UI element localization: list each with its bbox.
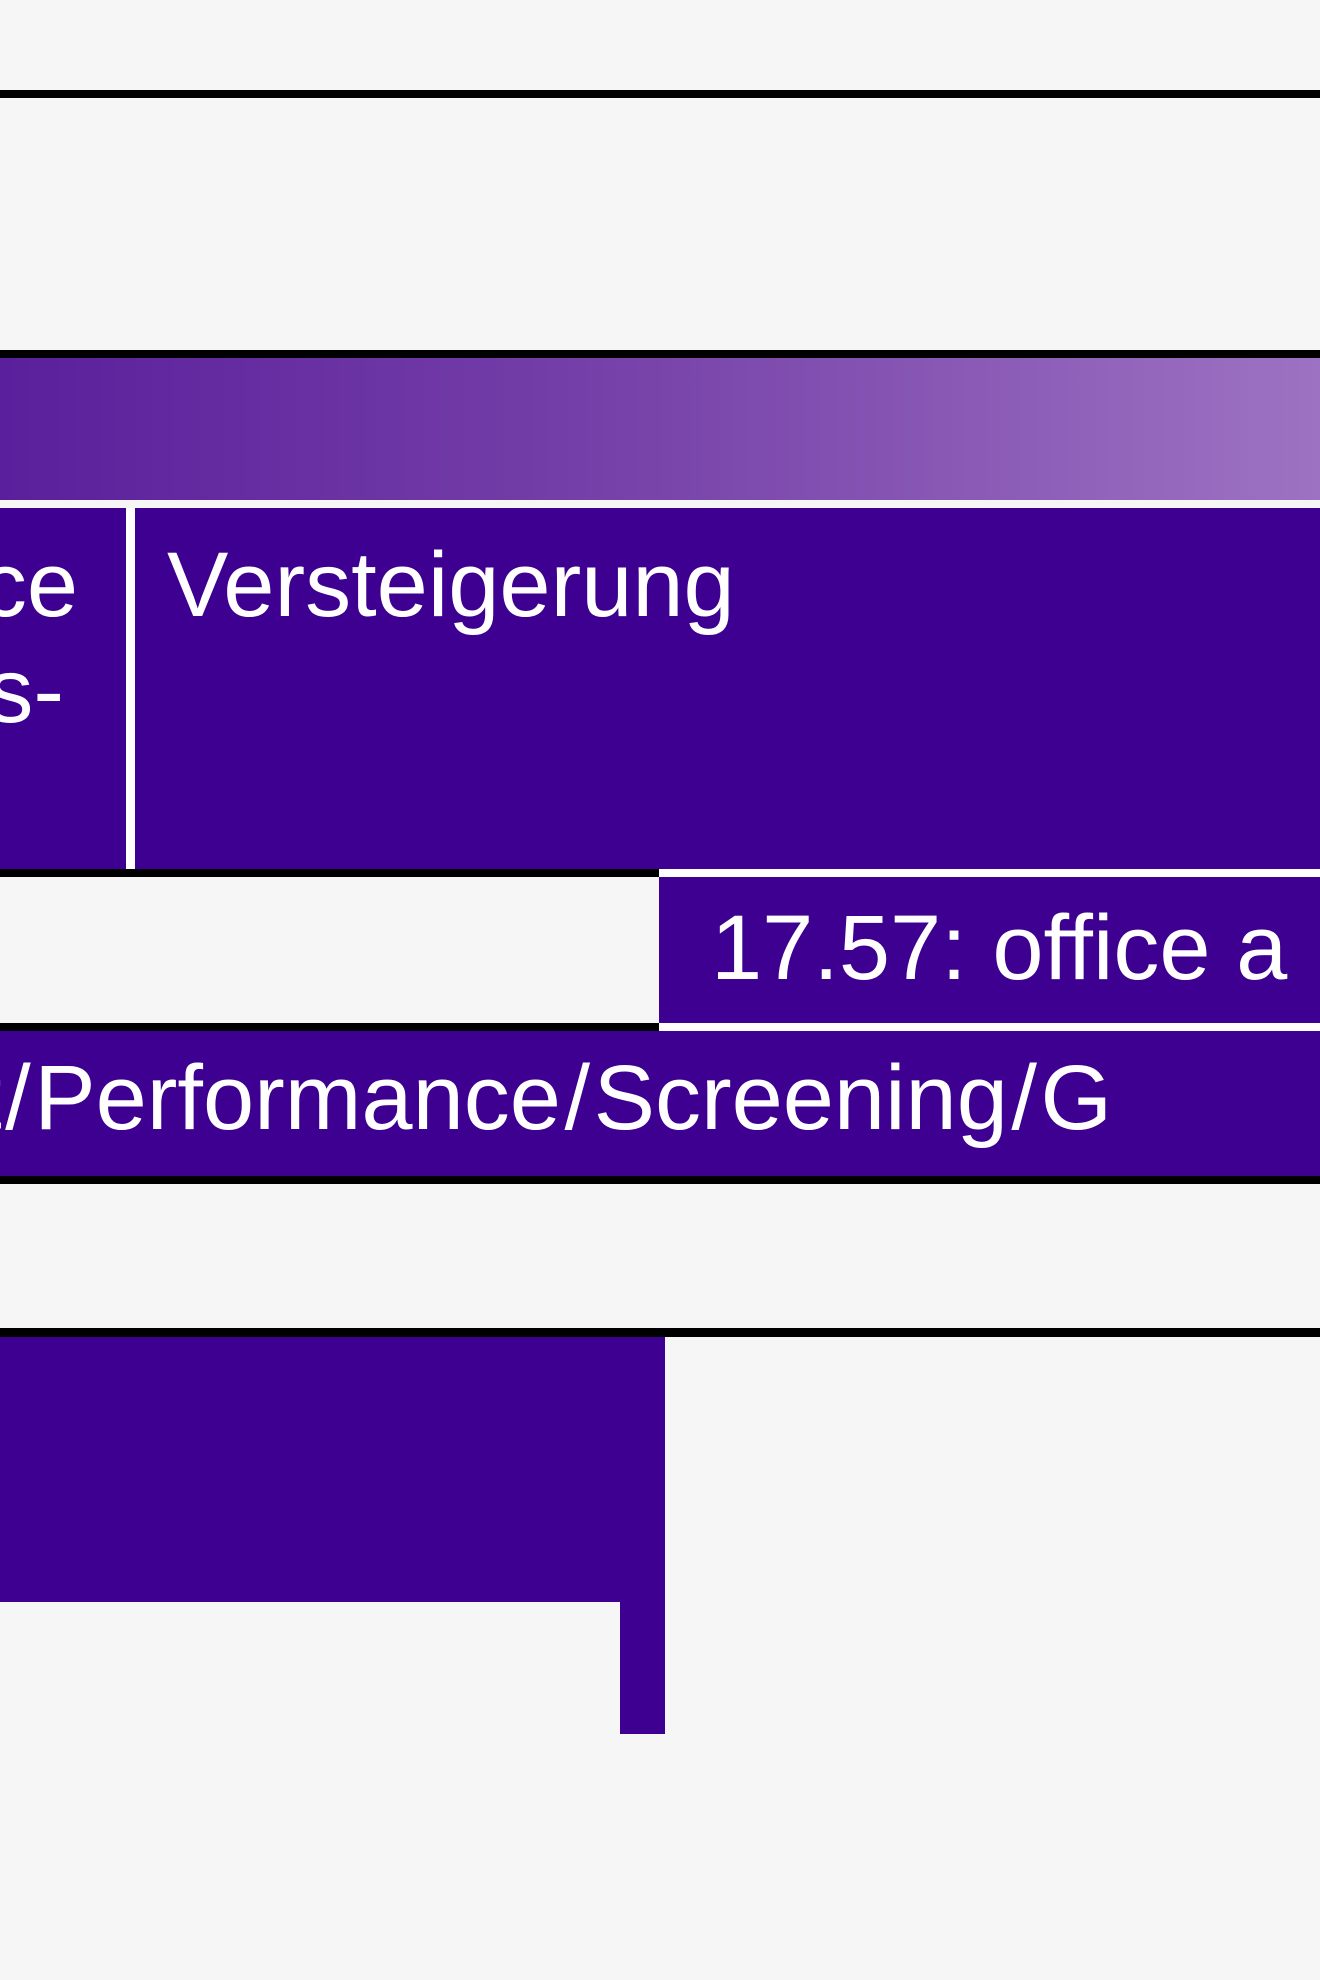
purple-stem (620, 1600, 665, 1734)
row-divider-left-2 (0, 1023, 659, 1031)
left-cell-line-1: ce (0, 534, 78, 636)
row-divider-right (659, 869, 1320, 877)
row-divider-left (0, 869, 659, 877)
event-cell[interactable]: 17.57: office a (659, 877, 1320, 1023)
versteigerung-cell[interactable]: Versteigerung (135, 508, 1320, 869)
category-text: t / Performance / Screening / G (0, 1047, 1113, 1149)
left-cell-line-2: s- (0, 640, 64, 742)
cell-separator (126, 508, 135, 869)
top-divider (0, 90, 1320, 98)
row-divider-right-2 (659, 1023, 1320, 1031)
event-time-text: 17.57: office a (711, 897, 1288, 999)
section-divider (0, 350, 1320, 358)
gradient-header-bar (0, 358, 1320, 500)
left-cell[interactable]: ce s- (0, 508, 126, 869)
lower-divider (0, 1328, 1320, 1337)
versteigerung-title: Versteigerung (167, 534, 735, 636)
category-bar[interactable]: t / Performance / Screening / G (0, 1031, 1320, 1176)
purple-block (0, 1337, 665, 1602)
category-bottom-rule (0, 1176, 1320, 1184)
